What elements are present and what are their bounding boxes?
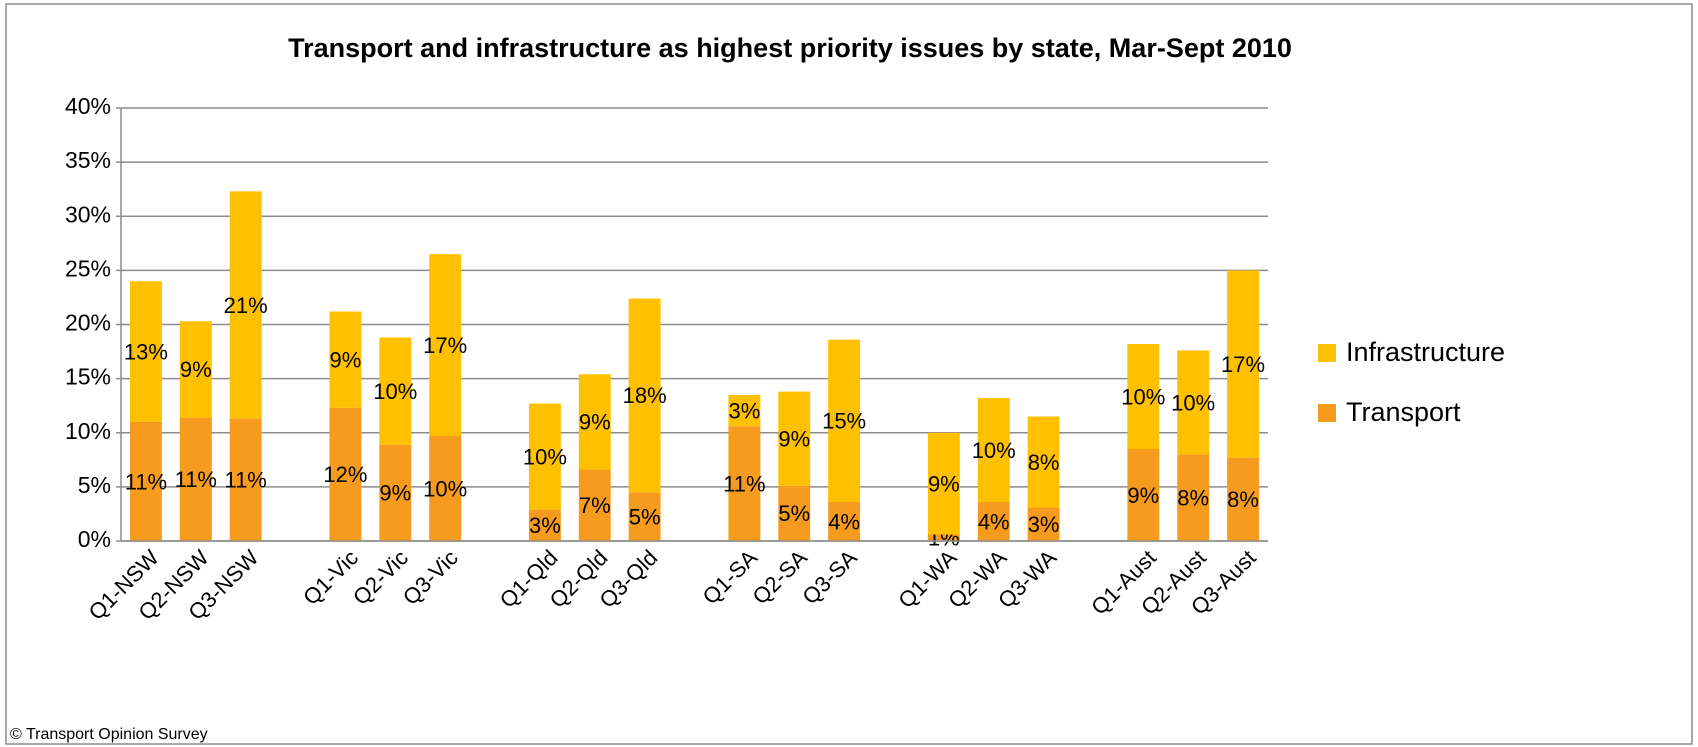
data-label: 5% bbox=[629, 504, 661, 529]
data-label: 9% bbox=[330, 347, 362, 372]
y-tick-label: 10% bbox=[65, 418, 111, 444]
data-label: 3% bbox=[1028, 512, 1060, 537]
bar-segment bbox=[578, 469, 611, 541]
bar-segment bbox=[379, 444, 412, 541]
bar-segment bbox=[1027, 507, 1060, 541]
data-label: 8% bbox=[1028, 450, 1060, 475]
y-tick-label: 25% bbox=[65, 255, 111, 281]
data-label: 8% bbox=[1227, 487, 1259, 512]
data-label: 5% bbox=[778, 501, 810, 526]
data-label: 9% bbox=[579, 410, 611, 435]
data-label: 11% bbox=[125, 469, 167, 494]
bar-segment bbox=[429, 254, 462, 436]
footnote: © Transport Opinion Survey bbox=[10, 726, 208, 743]
bar-segment bbox=[229, 191, 262, 419]
data-label: 8% bbox=[1177, 486, 1209, 511]
bar-segment bbox=[1027, 416, 1060, 508]
data-label: 3% bbox=[728, 398, 760, 423]
bar-segment bbox=[927, 534, 960, 541]
bar-segment bbox=[977, 398, 1010, 503]
data-label: 11% bbox=[723, 471, 765, 496]
legend-swatch bbox=[1318, 404, 1336, 422]
bar-segment bbox=[1177, 454, 1210, 541]
data-label: 10% bbox=[1171, 390, 1215, 415]
data-label: 9% bbox=[1127, 483, 1159, 508]
bar-segment bbox=[528, 509, 561, 541]
legend-label: Infrastructure bbox=[1346, 337, 1505, 367]
bar-segment bbox=[329, 311, 362, 408]
bar-segment bbox=[528, 403, 561, 510]
bar-segment bbox=[229, 418, 262, 541]
data-label: 10% bbox=[523, 444, 567, 469]
bar-segment bbox=[429, 435, 462, 541]
chart-title: Transport and infrastructure as highest … bbox=[288, 33, 1292, 63]
bar-segment bbox=[129, 421, 162, 541]
bar-segment bbox=[828, 339, 861, 503]
bar-segment bbox=[927, 432, 960, 535]
data-label: 9% bbox=[180, 357, 212, 382]
data-label: 12% bbox=[323, 462, 367, 487]
bar-segment bbox=[1177, 350, 1210, 455]
bar-segment bbox=[828, 502, 861, 541]
data-label: 11% bbox=[175, 467, 217, 492]
bar-segment bbox=[1127, 448, 1160, 541]
bar-segment bbox=[379, 337, 412, 445]
bar-segment bbox=[628, 492, 661, 541]
bar-segment bbox=[628, 298, 661, 493]
data-label: 9% bbox=[778, 427, 810, 452]
data-label: 17% bbox=[423, 333, 467, 358]
y-tick-label: 0% bbox=[78, 526, 111, 552]
data-label: 10% bbox=[1121, 384, 1165, 409]
y-tick-label: 30% bbox=[65, 201, 111, 227]
data-label: 7% bbox=[579, 493, 611, 518]
bar-segment bbox=[977, 502, 1010, 541]
y-tick-label: 15% bbox=[65, 364, 111, 390]
bar-segment bbox=[179, 417, 212, 541]
bar-segment bbox=[1227, 457, 1260, 541]
data-label: 10% bbox=[972, 438, 1016, 463]
bar-segment bbox=[778, 391, 811, 486]
y-tick-label: 20% bbox=[65, 310, 111, 336]
bar-segment bbox=[1127, 343, 1160, 449]
data-label: 17% bbox=[1221, 352, 1265, 377]
data-label: 15% bbox=[822, 409, 866, 434]
legend-swatch bbox=[1318, 344, 1336, 362]
y-tick-label: 35% bbox=[65, 147, 111, 173]
data-label: 9% bbox=[379, 481, 411, 506]
data-label: 9% bbox=[928, 471, 960, 496]
bar-segment bbox=[329, 407, 362, 541]
bar-segment bbox=[179, 321, 212, 418]
legend-label: Transport bbox=[1346, 397, 1461, 427]
data-label: 10% bbox=[423, 476, 467, 501]
data-label: 21% bbox=[224, 293, 268, 318]
data-label: 18% bbox=[623, 383, 667, 408]
data-label: 3% bbox=[529, 513, 561, 538]
data-label: 4% bbox=[828, 509, 860, 534]
bar-segment bbox=[728, 426, 761, 541]
bar-segment bbox=[1227, 270, 1260, 458]
y-tick-label: 40% bbox=[65, 93, 111, 119]
bar-segment bbox=[129, 281, 162, 422]
bar-segment bbox=[578, 374, 611, 470]
bar-segment bbox=[728, 394, 761, 427]
data-label: 11% bbox=[224, 468, 266, 493]
data-label: 10% bbox=[373, 379, 417, 404]
data-label: 4% bbox=[978, 509, 1010, 534]
bar-segment bbox=[778, 485, 811, 541]
data-label: 13% bbox=[124, 339, 168, 364]
y-tick-label: 5% bbox=[78, 472, 111, 498]
